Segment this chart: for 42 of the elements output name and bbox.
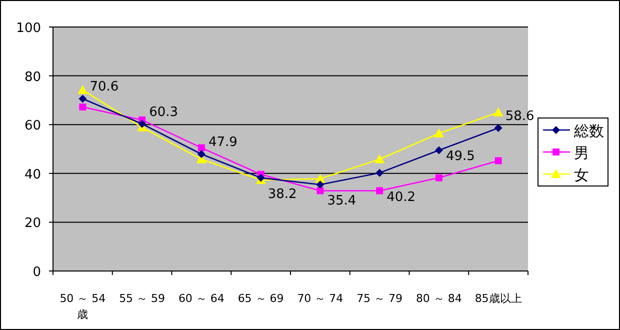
x-tick-label: 65 ～ 69 <box>238 292 284 305</box>
point <box>138 120 146 128</box>
x-tick-label: 60 ～ 64 <box>178 292 224 305</box>
data-label: 35.4 <box>327 194 356 209</box>
point <box>78 94 87 103</box>
point <box>316 180 324 189</box>
x-tick-label: 80 ～ 84 <box>416 292 462 305</box>
data-label: 49.5 <box>446 149 475 164</box>
point <box>494 124 502 132</box>
legend-label: 男 <box>574 144 589 162</box>
data-label: 58.6 <box>505 109 534 124</box>
legend-label: 女 <box>574 166 589 184</box>
point <box>493 107 504 116</box>
x-tick-label: 75 ～ 79 <box>356 292 403 305</box>
data-label: 60.3 <box>149 104 178 120</box>
y-tick-label: 40 <box>24 167 41 182</box>
x-tick-label: 55 ～ 59 <box>119 292 166 305</box>
point <box>374 154 385 164</box>
data-label: 38.2 <box>268 186 297 202</box>
point <box>376 187 384 194</box>
y-tick-label: 100 <box>16 21 41 36</box>
point <box>316 187 324 194</box>
point <box>435 174 442 182</box>
point <box>79 104 86 111</box>
x-tick-label: 50 ～ 54 歳 <box>60 292 106 321</box>
point <box>197 150 206 158</box>
y-tick-label: 80 <box>24 70 41 85</box>
point <box>434 146 443 154</box>
point <box>198 144 205 152</box>
point <box>376 168 384 177</box>
data-label: 47.9 <box>208 135 238 150</box>
y-tick-label: 60 <box>24 118 41 134</box>
x-tick-label: 85歳以上 <box>474 292 522 305</box>
point <box>78 84 88 94</box>
data-label: 70.6 <box>90 80 119 95</box>
x-tick-label: 70 ～ 74 <box>297 292 344 305</box>
y-tick-label: 0 <box>32 265 41 280</box>
point <box>494 157 502 164</box>
legend-label: 総数 <box>573 122 604 140</box>
y-tick-label: 20 <box>24 216 41 232</box>
point <box>434 128 444 138</box>
data-label: 40.2 <box>386 190 416 205</box>
